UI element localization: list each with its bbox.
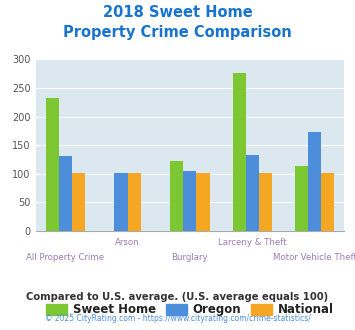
Bar <box>115 173 127 231</box>
Bar <box>170 161 184 231</box>
Bar <box>321 173 334 231</box>
Text: Motor Vehicle Theft: Motor Vehicle Theft <box>273 253 355 262</box>
Bar <box>246 155 259 231</box>
Bar <box>233 73 246 231</box>
Bar <box>72 173 85 231</box>
Legend: Sweet Home, Oregon, National: Sweet Home, Oregon, National <box>41 299 339 321</box>
Text: Property Crime Comparison: Property Crime Comparison <box>63 25 292 40</box>
Text: Compared to U.S. average. (U.S. average equals 100): Compared to U.S. average. (U.S. average … <box>26 292 329 302</box>
Bar <box>308 132 321 231</box>
Text: Arson: Arson <box>115 238 140 247</box>
Bar <box>59 156 72 231</box>
Bar <box>45 98 59 231</box>
Text: Larceny & Theft: Larceny & Theft <box>218 238 286 247</box>
Text: All Property Crime: All Property Crime <box>26 253 104 262</box>
Bar <box>295 166 308 231</box>
Bar <box>196 173 209 231</box>
Text: © 2025 CityRating.com - https://www.cityrating.com/crime-statistics/: © 2025 CityRating.com - https://www.city… <box>45 314 310 323</box>
Bar <box>184 171 196 231</box>
Text: Burglary: Burglary <box>171 253 208 262</box>
Text: 2018 Sweet Home: 2018 Sweet Home <box>103 5 252 20</box>
Bar <box>127 173 141 231</box>
Bar <box>259 173 272 231</box>
